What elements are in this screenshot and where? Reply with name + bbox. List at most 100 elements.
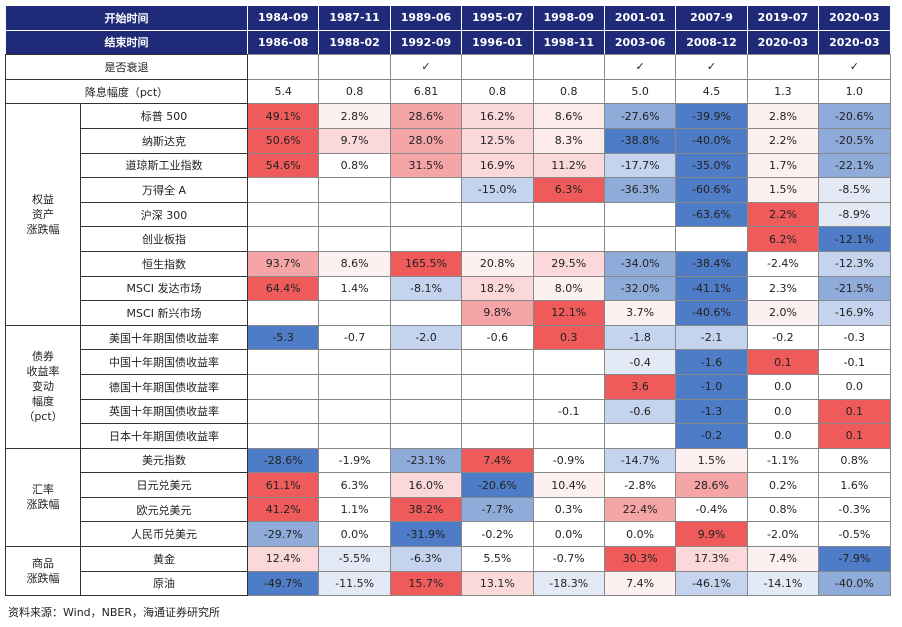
table-row: 债券 收益率 变动 幅度 （pct） 美国十年期国债收益率 -5.3 -0.7 -2.0…: [5, 324, 891, 449]
cell: 93.7%: [246, 250, 320, 277]
cell: [246, 349, 320, 375]
cell: [318, 201, 391, 228]
cell: [246, 201, 320, 228]
header-cell: 1996-01: [461, 29, 534, 56]
cell: [532, 349, 605, 375]
cell: [389, 226, 463, 252]
cell: 0.2%: [746, 472, 820, 498]
cell: 10.4%: [532, 472, 605, 498]
table-row: 万得全 A -15.0% 6.3% -36.3% -60.6% 1.5% -8.5%: [6, 177, 891, 203]
cell: 2.8%: [318, 103, 391, 129]
cell: 9.9%: [675, 521, 748, 548]
cell: [246, 398, 320, 425]
table-row: 英国十年期国债收益率 -0.1 -0.6 -1.3 0.0 0.1: [6, 398, 891, 425]
cell: 16.2%: [461, 103, 534, 129]
cell: 1.1%: [318, 496, 391, 523]
cell: -0.2%: [461, 521, 534, 548]
cell: -40.0%: [818, 570, 891, 597]
cell: 17.3%: [675, 546, 748, 572]
cell: 0.1: [818, 423, 891, 449]
cell: -31.9%: [389, 521, 463, 548]
cell: -5.3: [246, 324, 320, 351]
header-cell: 1988-02: [318, 29, 391, 56]
cell: [318, 226, 391, 252]
cell: -20.6%: [818, 103, 891, 129]
cell: -35.0%: [675, 152, 748, 179]
cell: 22.4%: [603, 496, 677, 523]
cell: 54.6%: [246, 152, 320, 179]
cell: 12.1%: [532, 300, 605, 326]
cell: [532, 423, 605, 449]
header-cell: 2020-03: [818, 29, 891, 56]
table-row: MSCI 新兴市场 9.8% 12.1% 3.7% -40.6% 2.0% -16.9%: [6, 300, 891, 326]
cell: 0.0%: [532, 521, 605, 548]
row-label: 欧元兑美元: [80, 496, 248, 523]
cell: [318, 398, 391, 425]
cell: 18.2%: [461, 275, 534, 302]
cell: -34.0%: [603, 250, 677, 277]
cell: [603, 423, 677, 449]
cell: [246, 54, 320, 80]
cell: -0.7: [318, 324, 391, 351]
row-label: 人民币兑美元: [80, 521, 248, 548]
cell: [318, 54, 391, 80]
cell: -23.1%: [389, 447, 463, 474]
cell: -40.0%: [675, 127, 748, 154]
cell: -21.5%: [818, 275, 891, 302]
cell: [389, 398, 463, 425]
cell: 7.4%: [461, 447, 534, 474]
cell: 2.0%: [746, 300, 820, 326]
cell: 8.3%: [532, 127, 605, 154]
cell: -0.4%: [675, 496, 748, 523]
table-row: 汇率 涨跌幅 美元指数 -28.6% -1.9% -23.1% 7.4% -0.9% -14.…: [5, 447, 891, 548]
cell: 12.4%: [246, 546, 320, 572]
cell: -46.1%: [675, 570, 748, 597]
header-cell: 1998-09: [532, 5, 605, 31]
header-label: 结束时间: [5, 29, 248, 56]
cell: -7.7%: [461, 496, 534, 523]
cell: [389, 349, 463, 375]
cell: [389, 300, 463, 326]
cell: [603, 201, 677, 228]
cell: 5.5%: [461, 546, 534, 572]
cell: -39.9%: [675, 103, 748, 129]
group-label: 债券 收益率 变动 幅度 （pct）: [5, 324, 81, 449]
cell: -2.4%: [746, 250, 820, 277]
cell: 0.8%: [318, 152, 391, 179]
row-label: 道琼斯工业指数: [80, 152, 248, 179]
cell: [461, 398, 534, 425]
cell: 6.81: [389, 78, 463, 105]
cell: -27.6%: [603, 103, 677, 129]
cell: 2.8%: [746, 103, 820, 129]
cell: [532, 373, 605, 400]
header-cell: 1992-09: [389, 29, 463, 56]
cell: -18.3%: [532, 570, 605, 597]
cell: [461, 201, 534, 228]
cell: -0.9%: [532, 447, 605, 474]
table-row: 商品 涨跌幅 黄金 12.4% -5.5% -6.3% 5.5% -0.7% 30.3% 17.…: [5, 546, 891, 597]
cell: 11.2%: [532, 152, 605, 179]
cell: [461, 226, 534, 252]
row-label: 日元兑美元: [80, 472, 248, 498]
cell: -36.3%: [603, 177, 677, 203]
cell: 38.2%: [389, 496, 463, 523]
table-row: 日本十年期国债收益率 -0.2 0.0 0.1: [6, 423, 891, 449]
cell: -0.7%: [532, 546, 605, 572]
cell: 28.6%: [389, 103, 463, 129]
row-label: 美国十年期国债收益率: [80, 324, 248, 351]
cell: 3.6: [603, 373, 677, 400]
cell: [746, 54, 820, 80]
cell: 3.7%: [603, 300, 677, 326]
cell: -14.1%: [746, 570, 820, 597]
cell: -6.3%: [389, 546, 463, 572]
row-label: 创业板指: [80, 226, 248, 252]
group-label: 汇率 涨跌幅: [5, 447, 81, 548]
row-label: 英国十年期国债收益率: [80, 398, 248, 425]
cell: 1.0: [818, 78, 891, 105]
cell: 0.8: [532, 78, 605, 105]
cell: 0.8: [318, 78, 391, 105]
cell: -16.9%: [818, 300, 891, 326]
cell: 5.4: [246, 78, 320, 105]
cell: [246, 373, 320, 400]
table-row: 权益 资产 涨跌幅 标普 500 49.1% 2.8% 28.6% 16.2% 8.6% -2…: [5, 103, 891, 326]
